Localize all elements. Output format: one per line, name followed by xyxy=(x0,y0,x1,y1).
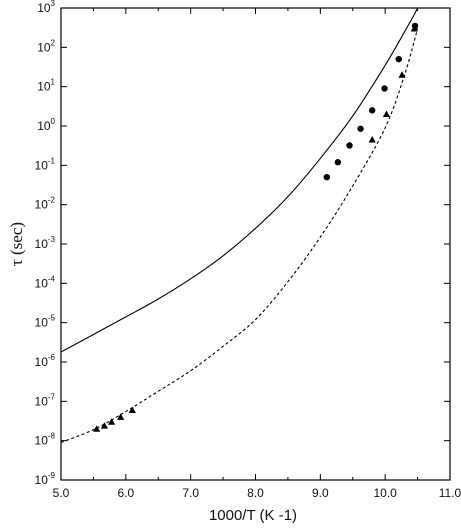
triangle-data-point xyxy=(107,418,116,425)
y-tick-label: 10-1 xyxy=(35,156,56,172)
x-tick-label: 7.0 xyxy=(182,486,199,500)
x-axis-label: 1000/T (K -1) xyxy=(209,507,297,524)
x-tick-label: 11.0 xyxy=(439,486,461,500)
y-tick-label: 101 xyxy=(37,78,55,94)
triangle-data-point xyxy=(410,24,418,32)
circle-data-point xyxy=(357,125,364,132)
y-tick-label: 10-5 xyxy=(35,314,56,330)
triangle-data-point xyxy=(100,422,109,429)
y-tick-label: 10-7 xyxy=(35,392,56,408)
y-tick-label: 100 xyxy=(37,117,55,133)
triangle-data-point xyxy=(368,136,376,143)
solid-curve xyxy=(61,8,419,353)
circle-data-point xyxy=(395,55,402,63)
y-axis-label: τ (sec) xyxy=(7,222,26,266)
triangle-data-point xyxy=(117,413,125,420)
triangle-data-point xyxy=(398,71,406,78)
x-tick-label: 9.0 xyxy=(312,486,329,500)
y-tick-label: 10-3 xyxy=(35,235,56,251)
triangle-data-point xyxy=(128,406,136,413)
x-tick-label: 8.0 xyxy=(247,486,264,500)
x-tick-label: 6.0 xyxy=(117,486,134,500)
x-tick-label: 5.0 xyxy=(53,486,70,500)
y-tick-label: 10-9 xyxy=(35,471,56,487)
x-tick-label: 10.0 xyxy=(373,486,397,500)
y-tick-label: 102 xyxy=(37,38,55,54)
y-tick-label: 10-2 xyxy=(35,196,56,212)
y-tick-label: 10-8 xyxy=(35,432,56,448)
triangle-data-point xyxy=(382,110,391,118)
y-axis-ticks: 10-9 10-8 10-7 10-6 10-5 10-4 10-3 10-2 10-1 100 1… xyxy=(35,0,450,487)
circle-data-point xyxy=(346,142,353,149)
curves xyxy=(61,8,419,443)
plot-frame xyxy=(60,7,451,481)
x-axis-ticks: 5.0 6.0 7.0 8.0 9.0 10.0 11.0 xyxy=(53,8,461,500)
y-tick-label: 10-6 xyxy=(35,353,56,369)
circle-data-point xyxy=(323,173,331,181)
data-markers xyxy=(93,22,419,432)
y-tick-label: 10-4 xyxy=(35,274,56,290)
circle-data-point xyxy=(381,85,388,92)
dashed-curve xyxy=(61,28,419,443)
triangle-data-point xyxy=(93,425,101,432)
circle-data-point xyxy=(369,107,376,114)
circle-data-point xyxy=(334,159,342,166)
y-tick-label: 103 xyxy=(37,0,55,15)
